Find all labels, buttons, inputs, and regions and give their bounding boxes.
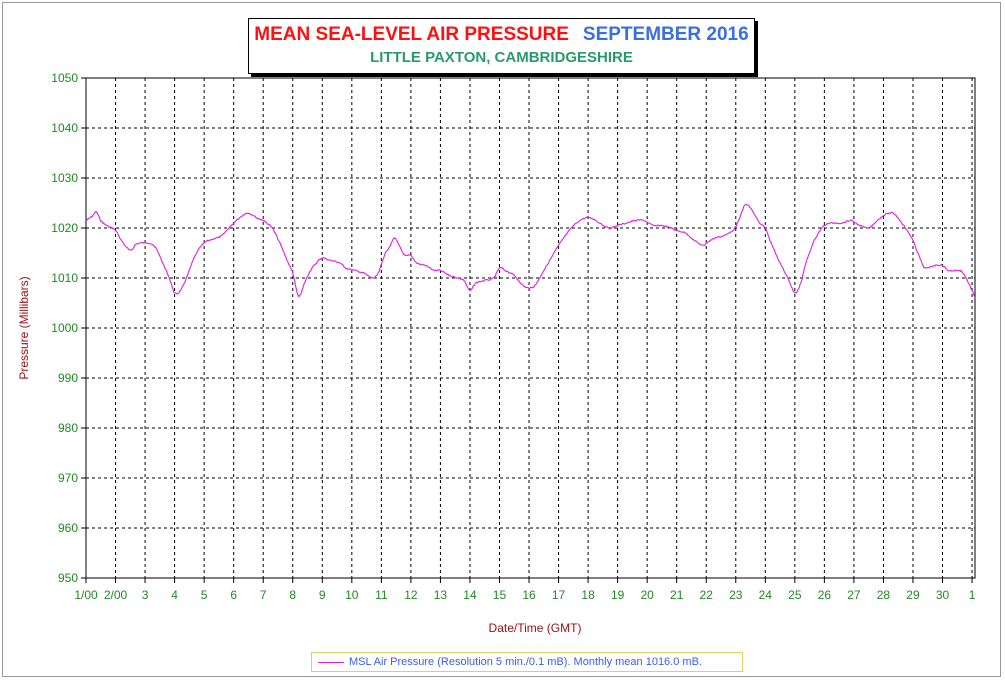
- x-tick-label: 12: [404, 588, 418, 602]
- legend-swatch: [318, 661, 344, 663]
- chart-subtitle: LITTLE PAXTON, CAMBRIDGESHIRE: [370, 49, 633, 66]
- x-tick-label: 29: [906, 588, 920, 602]
- grid-lines: [85, 77, 976, 579]
- x-tick-label: 15: [493, 588, 507, 602]
- x-tick-label: 7: [260, 588, 267, 602]
- legend-label: MSL Air Pressure (Resolution 5 min./0.1 …: [349, 656, 702, 668]
- y-tick-label: 1040: [51, 121, 78, 135]
- x-tick-label: 14: [463, 588, 477, 602]
- x-tick-label: 3: [142, 588, 149, 602]
- x-tick-label: 8: [289, 588, 296, 602]
- y-axis-label: Pressure (Millibars): [17, 276, 31, 379]
- x-tick-label: 26: [818, 588, 832, 602]
- x-tick-label: 18: [581, 588, 595, 602]
- axes: 9509609709809901000101010201030104010501…: [51, 71, 975, 602]
- y-tick-label: 980: [58, 421, 78, 435]
- x-tick-label: 21: [670, 588, 684, 602]
- x-tick-label: 1: [969, 588, 976, 602]
- x-tick-label: 9: [319, 588, 326, 602]
- x-tick-label: 22: [700, 588, 714, 602]
- x-tick-label: 25: [788, 588, 802, 602]
- series-line-0: [85, 204, 976, 299]
- x-axis-label: Date/Time (GMT): [489, 621, 582, 635]
- x-tick-label: 13: [434, 588, 448, 602]
- x-tick-label: 6: [230, 588, 237, 602]
- x-tick-label: 30: [936, 588, 950, 602]
- legend: MSL Air Pressure (Resolution 5 min./0.1 …: [311, 652, 743, 672]
- x-tick-label: 4: [171, 588, 178, 602]
- y-tick-label: 1010: [51, 271, 78, 285]
- x-tick-label: 1/00: [74, 588, 98, 602]
- y-tick-label: 990: [58, 371, 78, 385]
- y-tick-label: 950: [58, 571, 78, 585]
- y-tick-label: 1030: [51, 171, 78, 185]
- y-tick-label: 1050: [51, 71, 78, 85]
- x-tick-label: 28: [877, 588, 891, 602]
- y-tick-label: 1020: [51, 221, 78, 235]
- y-tick-label: 960: [58, 521, 78, 535]
- x-tick-label: 11: [375, 588, 388, 602]
- x-tick-label: 10: [345, 588, 359, 602]
- x-tick-label: 27: [847, 588, 861, 602]
- title-line: MEAN SEA-LEVEL AIR PRESSURE SEPTEMBER 201…: [249, 24, 754, 46]
- x-tick-label: 16: [522, 588, 536, 602]
- y-tick-label: 970: [58, 471, 78, 485]
- x-tick-label: 5: [201, 588, 208, 602]
- chart-title-box: MEAN SEA-LEVEL AIR PRESSURE SEPTEMBER 201…: [248, 18, 755, 74]
- x-tick-label: 17: [552, 588, 566, 602]
- y-tick-label: 1000: [51, 321, 78, 335]
- series-layer: [85, 204, 976, 299]
- x-tick-label: 23: [729, 588, 743, 602]
- chart-period: SEPTEMBER 2016: [582, 24, 749, 45]
- x-tick-label: 20: [640, 588, 654, 602]
- x-tick-label: 2/00: [104, 588, 128, 602]
- x-tick-label: 19: [611, 588, 625, 602]
- x-tick-label: 24: [759, 588, 773, 602]
- chart-title: MEAN SEA-LEVEL AIR PRESSURE: [254, 24, 569, 45]
